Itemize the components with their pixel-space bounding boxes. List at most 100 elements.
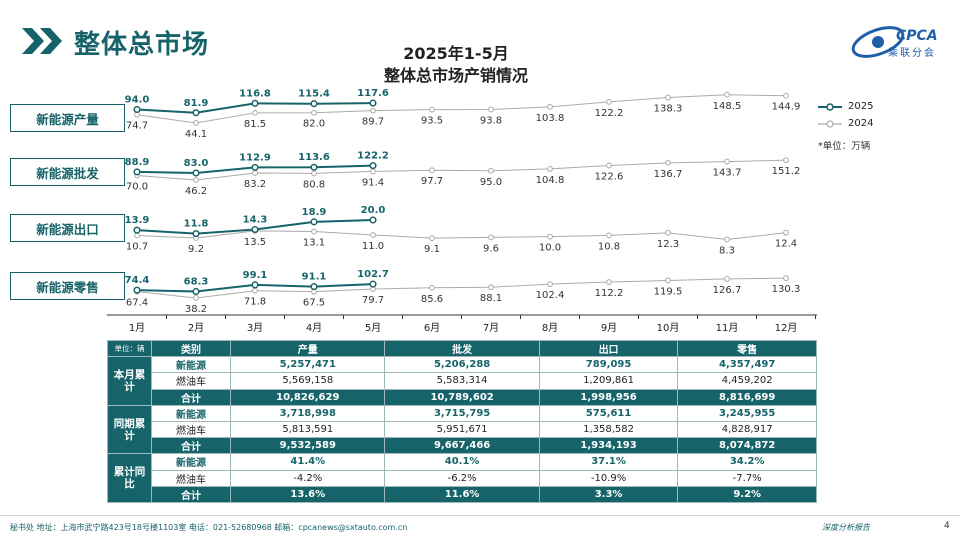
data-point-2024	[252, 109, 258, 116]
data-point-2025	[369, 99, 377, 107]
data-point-2024	[665, 229, 671, 236]
table-cell-type: 新能源	[150, 356, 232, 374]
table-cell: -7.7%	[677, 469, 817, 487]
data-point-2024	[370, 107, 376, 114]
data-point-2024	[488, 284, 494, 291]
data-point-2024	[547, 233, 553, 240]
data-label-2025: 13.9	[125, 215, 150, 226]
table-cell: 575,611	[538, 404, 679, 422]
legend-item-2025: 2025	[818, 98, 873, 115]
summary-table: 单位：辆 类别 产量 批发 出口 零售 本月累计 新能源 5,257,471 5,20…	[107, 339, 817, 503]
data-point-2024	[429, 284, 435, 291]
x-tick-label: 3月	[247, 322, 263, 334]
table-unit: 单位：辆	[107, 339, 152, 358]
table-group-label: 同期累计	[107, 404, 152, 455]
data-point-2024	[488, 167, 494, 174]
data-label-2025: 99.1	[243, 270, 268, 281]
data-label-2024: 130.3	[772, 284, 801, 295]
x-tick-label: 5月	[365, 322, 381, 334]
legend-swatch-2024	[818, 119, 842, 128]
data-label-2025: 83.0	[184, 158, 209, 169]
data-point-2025	[251, 99, 259, 107]
table-cell: 5,206,288	[384, 356, 540, 374]
data-point-2024	[311, 170, 317, 177]
panel-label-export: 新能源出口	[10, 214, 125, 242]
data-label-2025: 116.8	[239, 88, 271, 99]
data-label-2024: 10.0	[539, 243, 561, 254]
x-tick-label: 12月	[775, 322, 798, 334]
data-point-2024	[665, 159, 671, 166]
data-label-2024: 79.7	[362, 295, 384, 306]
table-cell: 3.3%	[538, 485, 679, 503]
table-cell: 10,789,602	[384, 388, 540, 406]
data-point-2024	[606, 279, 612, 285]
table-cell: 3,718,998	[230, 404, 386, 422]
data-point-2024	[783, 275, 789, 282]
data-label-2024: 91.4	[362, 177, 384, 188]
table-cell: -10.9%	[538, 469, 679, 487]
table-cell: 9,532,589	[230, 437, 386, 455]
data-label-2024: 67.4	[126, 298, 148, 309]
data-point-2024	[429, 167, 435, 174]
data-label-2024: 104.8	[536, 175, 565, 186]
series-line-2024	[136, 94, 787, 124]
data-point-2024	[724, 236, 730, 243]
data-label-2024: 81.5	[244, 119, 266, 130]
data-label-2024: 138.3	[654, 104, 683, 115]
data-point-2024	[724, 276, 730, 282]
legend-label-2024: 2024	[848, 118, 874, 129]
table-header-production: 产量	[230, 339, 386, 358]
data-point-2024	[665, 94, 671, 101]
series-line-2024	[136, 159, 787, 181]
data-point-2025	[369, 280, 377, 288]
data-label-2024: 10.7	[126, 242, 148, 253]
chart-legend: 2025 2024	[818, 98, 873, 132]
data-label-2024: 103.8	[536, 113, 565, 124]
data-point-2025	[192, 109, 200, 117]
data-label-2024: 93.8	[480, 116, 502, 127]
table-cell: 4,459,202	[677, 372, 817, 390]
table-row: 合计 9,532,589 9,667,466 1,934,193 8,074,872	[108, 437, 817, 455]
table-row: 燃油车 5,569,158 5,583,314 1,209,861 4,459,202	[108, 372, 817, 390]
table-cell: 1,209,861	[538, 372, 679, 390]
data-point-2024	[488, 106, 494, 113]
table-cell-type: 燃油车	[150, 469, 232, 487]
table-header-retail: 零售	[677, 339, 817, 358]
data-label-2024: 148.5	[713, 101, 742, 112]
x-tick-label: 2月	[188, 322, 204, 334]
x-tick-label: 10月	[657, 322, 680, 334]
table-cell: 5,813,591	[230, 420, 386, 439]
table-cell: 34.2%	[677, 453, 817, 471]
data-point-2025	[310, 163, 318, 171]
series-line-2024	[136, 230, 787, 241]
data-label-2025: 88.9	[125, 157, 150, 168]
data-label-2024: 143.7	[713, 168, 742, 179]
data-label-2024: 12.3	[657, 239, 679, 250]
table-cell: 3,245,955	[677, 404, 817, 422]
line-chart: 74.7 44.1 81.5 82.0 89.7 93.5 93.8 103.8 122.2 13…	[107, 88, 817, 334]
data-label-2024: 89.7	[362, 117, 384, 128]
data-point-2025	[251, 163, 259, 171]
x-tick-label: 7月	[483, 322, 499, 334]
data-point-2024	[783, 157, 789, 164]
data-point-2024	[606, 98, 612, 105]
logo-subtext: 乘联分会	[888, 48, 936, 59]
data-point-2024	[429, 106, 435, 113]
table-cell: -6.2%	[384, 469, 540, 487]
data-label-2024: 85.6	[421, 294, 443, 305]
table-cell: 3,715,795	[384, 404, 540, 422]
table-cell: 10,826,629	[230, 388, 386, 406]
data-label-2025: 91.1	[302, 272, 327, 283]
unit-note: *单位：万辆	[818, 141, 871, 152]
page-number: 4	[944, 521, 950, 531]
data-label-2024: 9.2	[188, 244, 204, 255]
legend-swatch-2025	[818, 102, 842, 111]
data-label-2025: 11.8	[184, 219, 209, 230]
data-label-2024: 38.2	[185, 304, 207, 315]
data-label-2024: 126.7	[713, 285, 742, 296]
data-label-2025: 94.0	[125, 94, 150, 105]
table-row: 累计同比 新能源 41.4% 40.1% 37.1% 34.2%	[107, 453, 817, 503]
data-label-2024: 10.8	[598, 241, 620, 252]
data-label-2025: 14.3	[243, 215, 268, 226]
data-label-2025: 20.0	[361, 205, 386, 216]
